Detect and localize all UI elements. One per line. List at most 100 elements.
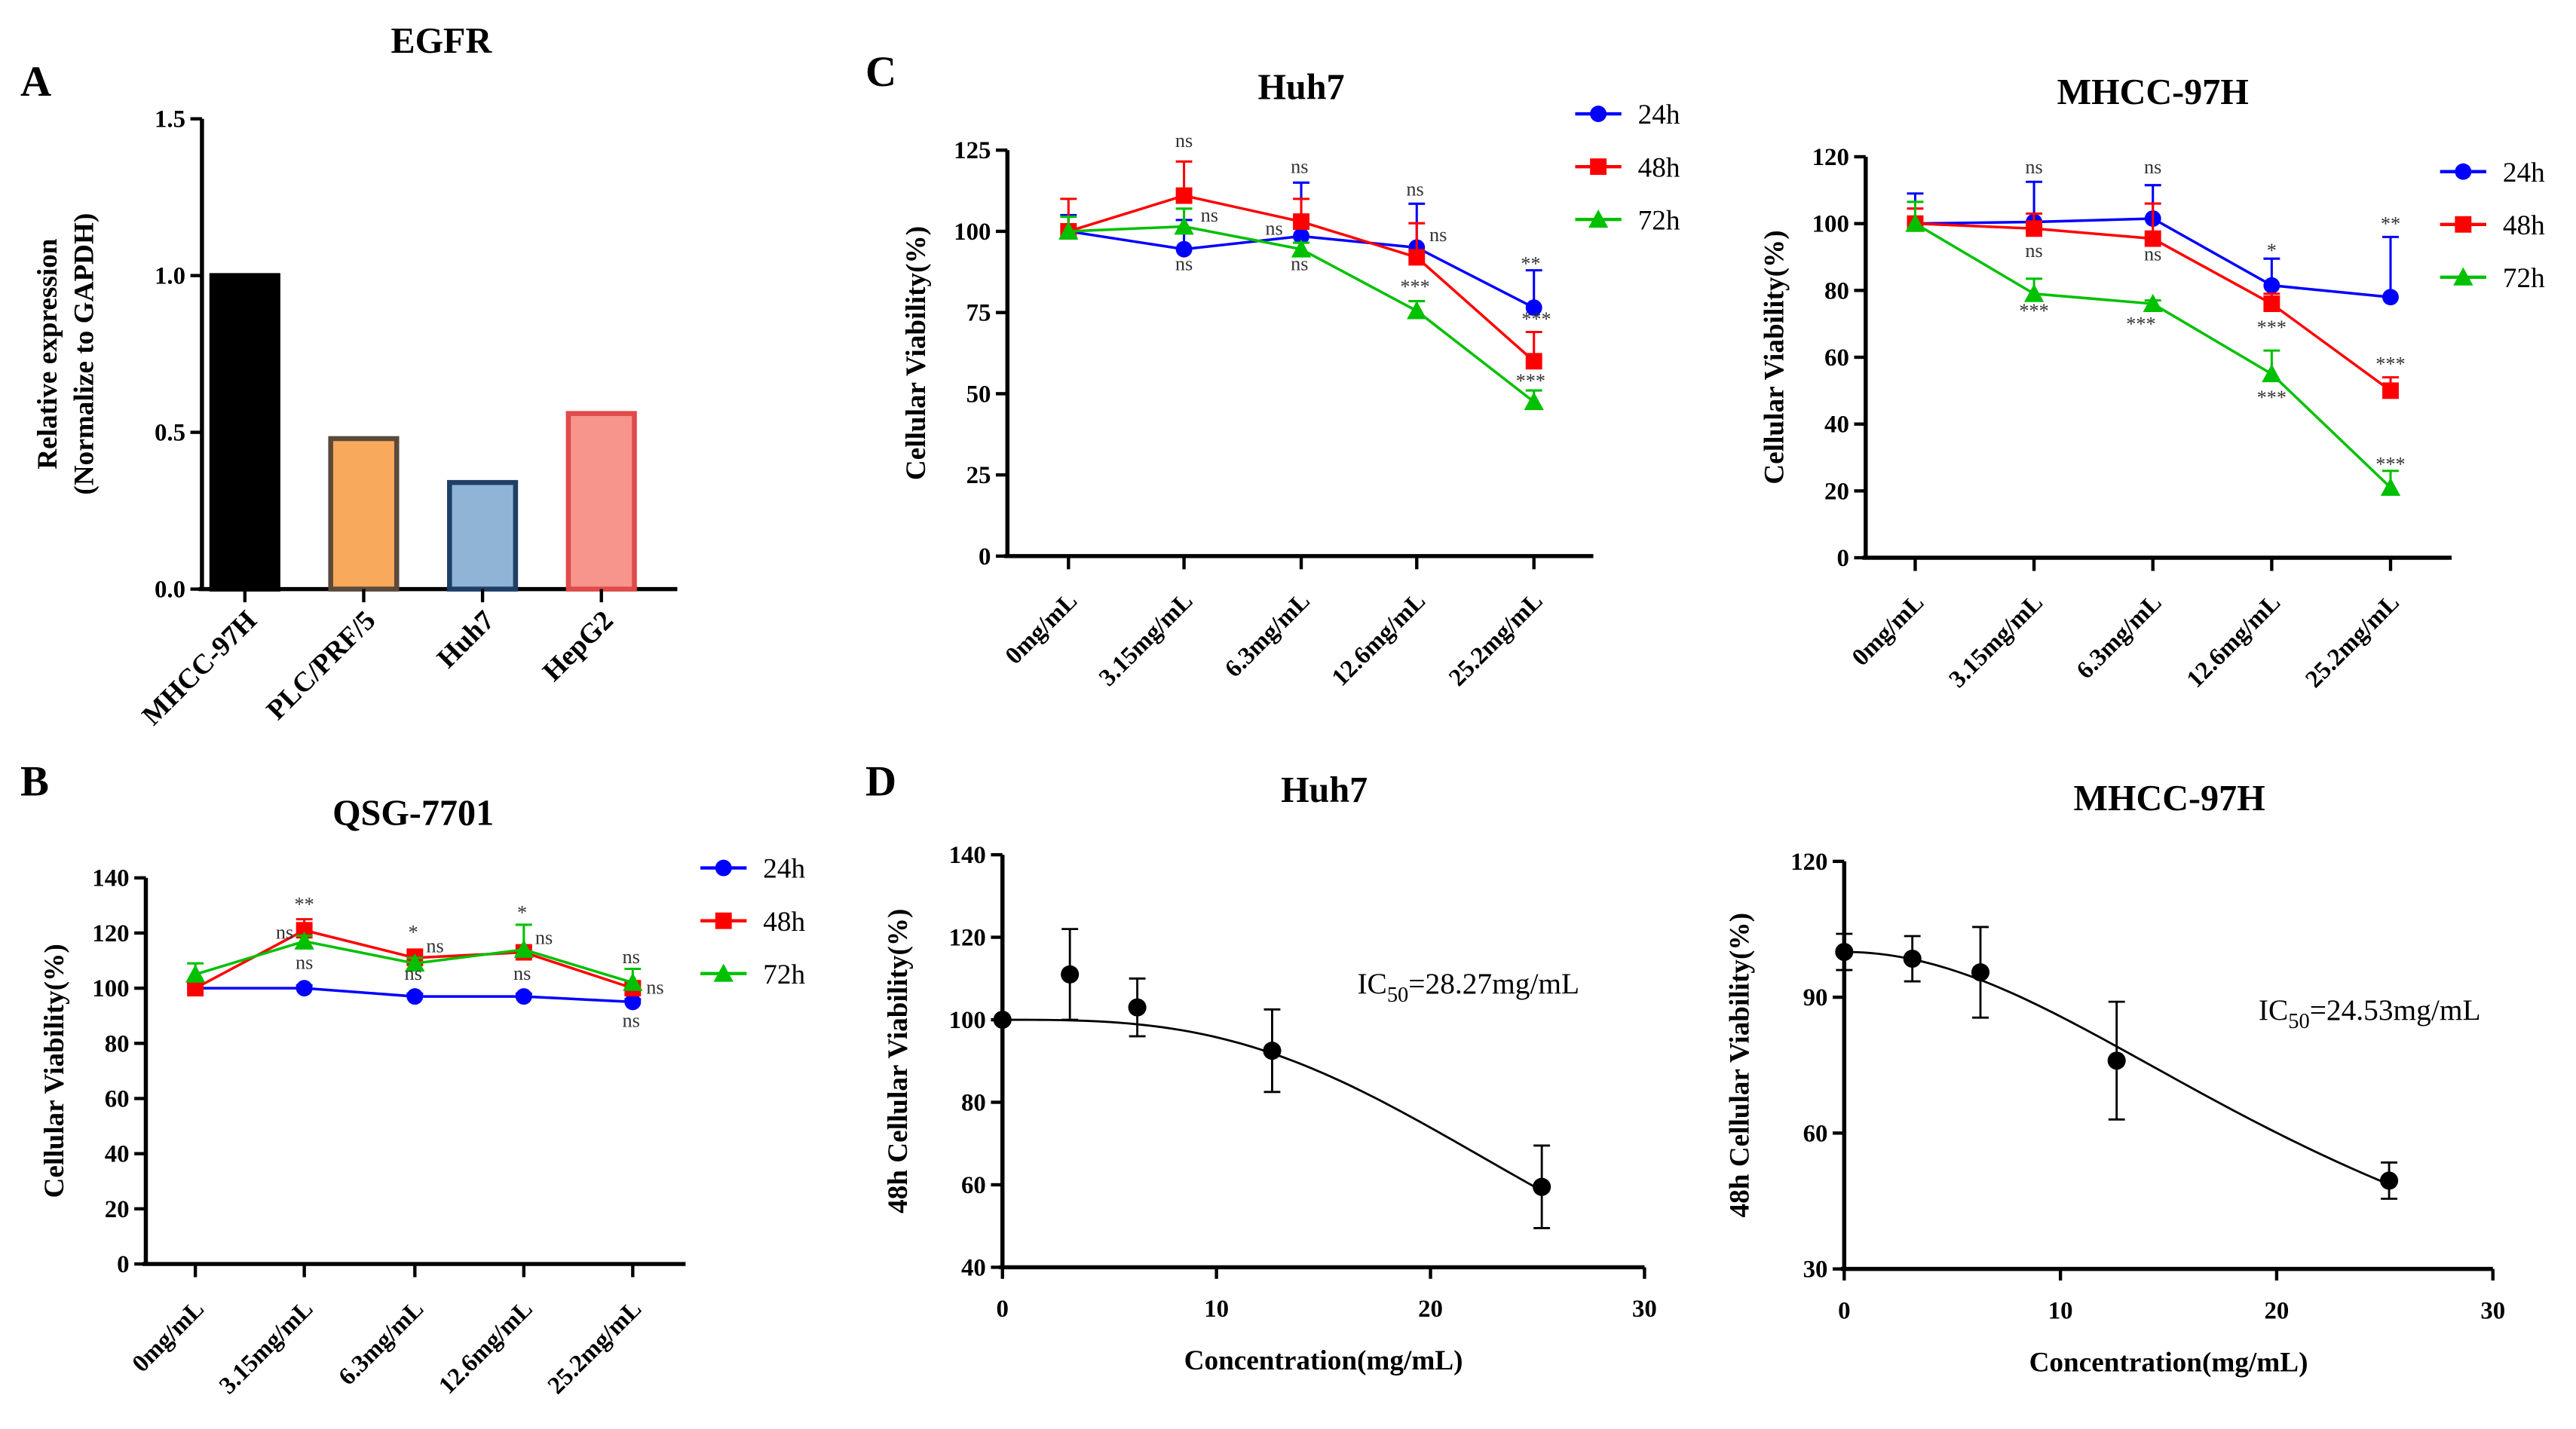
y-tick-label: 120 (1812, 144, 1849, 171)
y-tick-label: 100 (954, 219, 991, 246)
panel-label-d: D (865, 757, 896, 805)
marker-square (1525, 353, 1542, 370)
x-axis-label: Concentration(mg/mL) (2029, 1347, 2308, 1378)
marker-circle (2382, 289, 2399, 306)
y-tick-label: 0 (979, 543, 991, 571)
marker-circle (296, 980, 313, 997)
panel-label-b: B (20, 757, 49, 805)
significance-annotation: ns (1291, 155, 1308, 177)
significance-annotation: *** (2257, 387, 2287, 409)
legend-label: 48h (763, 907, 805, 938)
significance-annotation: ns (2025, 240, 2042, 262)
y-axis-label: Relative expression (32, 238, 63, 470)
y-tick-label: 80 (1824, 277, 1849, 304)
marker-square (715, 912, 732, 929)
x-tick-label: 10 (2048, 1297, 2073, 1324)
x-tick-label: 3.15mg/mL (1944, 589, 2048, 693)
marker-square (1590, 158, 1607, 176)
x-tick-label: 30 (1632, 1296, 1657, 1323)
ic50-prefix: IC (1357, 967, 1386, 1000)
marker-square (2263, 295, 2280, 313)
marker-circle (1175, 240, 1193, 258)
significance-annotation: * (409, 921, 418, 943)
marker-triangle (294, 931, 314, 950)
significance-annotation: ns (1175, 253, 1193, 275)
marker-circle (715, 859, 732, 877)
y-tick-label: 60 (1824, 344, 1849, 372)
y-tick-label: 40 (1824, 412, 1849, 439)
legend-label: 72h (763, 959, 805, 990)
marker-square (1293, 213, 1309, 230)
marker-circle (2263, 277, 2280, 294)
significance-annotation: ns (1429, 224, 1447, 246)
marker-square (187, 980, 204, 997)
x-tick-label: 25.2mg/mL (2301, 589, 2405, 693)
y-tick-label: 140 (92, 865, 129, 892)
y-tick-label: 80 (105, 1030, 130, 1057)
chart-d-mhcc97h-ic50: 30 60 90 120 48h Cellular Viability(%) MHCC-9… (1724, 779, 2505, 1378)
marker-square (1408, 249, 1426, 266)
data-point (2107, 1051, 2126, 1070)
significance-annotation: ns (1175, 130, 1193, 151)
y-tick-label: 0 (117, 1251, 129, 1278)
y-tick-label: 120 (1790, 849, 1827, 876)
series-48h (1907, 202, 2399, 399)
x-tick-label: 0mg/mL (1000, 587, 1083, 669)
y-tick-label: 30 (1803, 1256, 1828, 1284)
series-72h (1905, 200, 2401, 496)
data-point (1835, 942, 1854, 962)
significance-annotation: ns (2144, 156, 2161, 178)
y-tick-label: 20 (105, 1196, 130, 1223)
marker-square (2455, 216, 2472, 233)
marker-triangle (405, 953, 425, 972)
significance-annotation: *** (2019, 300, 2048, 322)
chart-c-mhcc97h: 0 20 40 60 80 100 120 Cellular Viability(%) MHCC… (1759, 72, 2545, 693)
x-tick-label: 0mg/mL (1847, 589, 1929, 672)
y-tick-label: 100 (92, 975, 129, 1002)
significance-annotation: *** (1516, 370, 1545, 392)
data-point (2380, 1171, 2399, 1190)
y-tick-label: 50 (966, 381, 991, 408)
series-72h (185, 923, 643, 991)
significance-annotation: ns (622, 946, 639, 968)
significance-annotation: ns (1201, 204, 1218, 226)
marker-circle (1525, 299, 1542, 317)
significance-annotation: ** (294, 894, 314, 916)
marker-circle (624, 993, 642, 1011)
marker-circle (406, 988, 424, 1005)
y-axis-label: 48h Cellular Viability(%) (1724, 913, 1755, 1217)
y-tick-label: 0.0 (155, 577, 185, 604)
y-tick-label: 100 (1812, 211, 1849, 238)
significance-annotation: ns (1406, 179, 1423, 200)
data-point (1903, 949, 1922, 968)
y-tick-label: 125 (954, 137, 991, 164)
data-point (1533, 1177, 1551, 1196)
data-point (993, 1010, 1012, 1030)
series-72h (1058, 207, 1544, 411)
y-tick-label: 75 (966, 300, 991, 327)
y-tick-label: 25 (966, 462, 991, 489)
marker-triangle (2262, 364, 2282, 383)
y-axis-label-2: (Normalize to GAPDH) (69, 213, 100, 495)
series-48h (1060, 160, 1542, 370)
marker-triangle (513, 939, 534, 958)
significance-annotation: *** (2375, 353, 2405, 375)
significance-annotation: ns (1291, 253, 1308, 275)
y-tick-label: 140 (949, 842, 986, 869)
y-tick-label: 1.0 (155, 263, 185, 290)
significance-annotation: ns (513, 962, 531, 984)
significance-annotation: ns (1265, 217, 1282, 239)
x-tick-label: 6.3mg/mL (2072, 589, 2167, 685)
significance-annotation: ** (1521, 253, 1540, 275)
legend-label: 24h (763, 854, 805, 885)
significance-annotation: ** (2381, 213, 2400, 235)
chart-title: Huh7 (1257, 67, 1344, 107)
bar-hepg2 (565, 411, 637, 592)
y-tick-label: 120 (949, 925, 986, 952)
chart-title: MHCC-97H (2057, 72, 2249, 112)
marker-triangle (2453, 267, 2473, 286)
x-tick-label: 20 (1418, 1296, 1443, 1323)
chart-title: QSG-7701 (332, 794, 494, 834)
